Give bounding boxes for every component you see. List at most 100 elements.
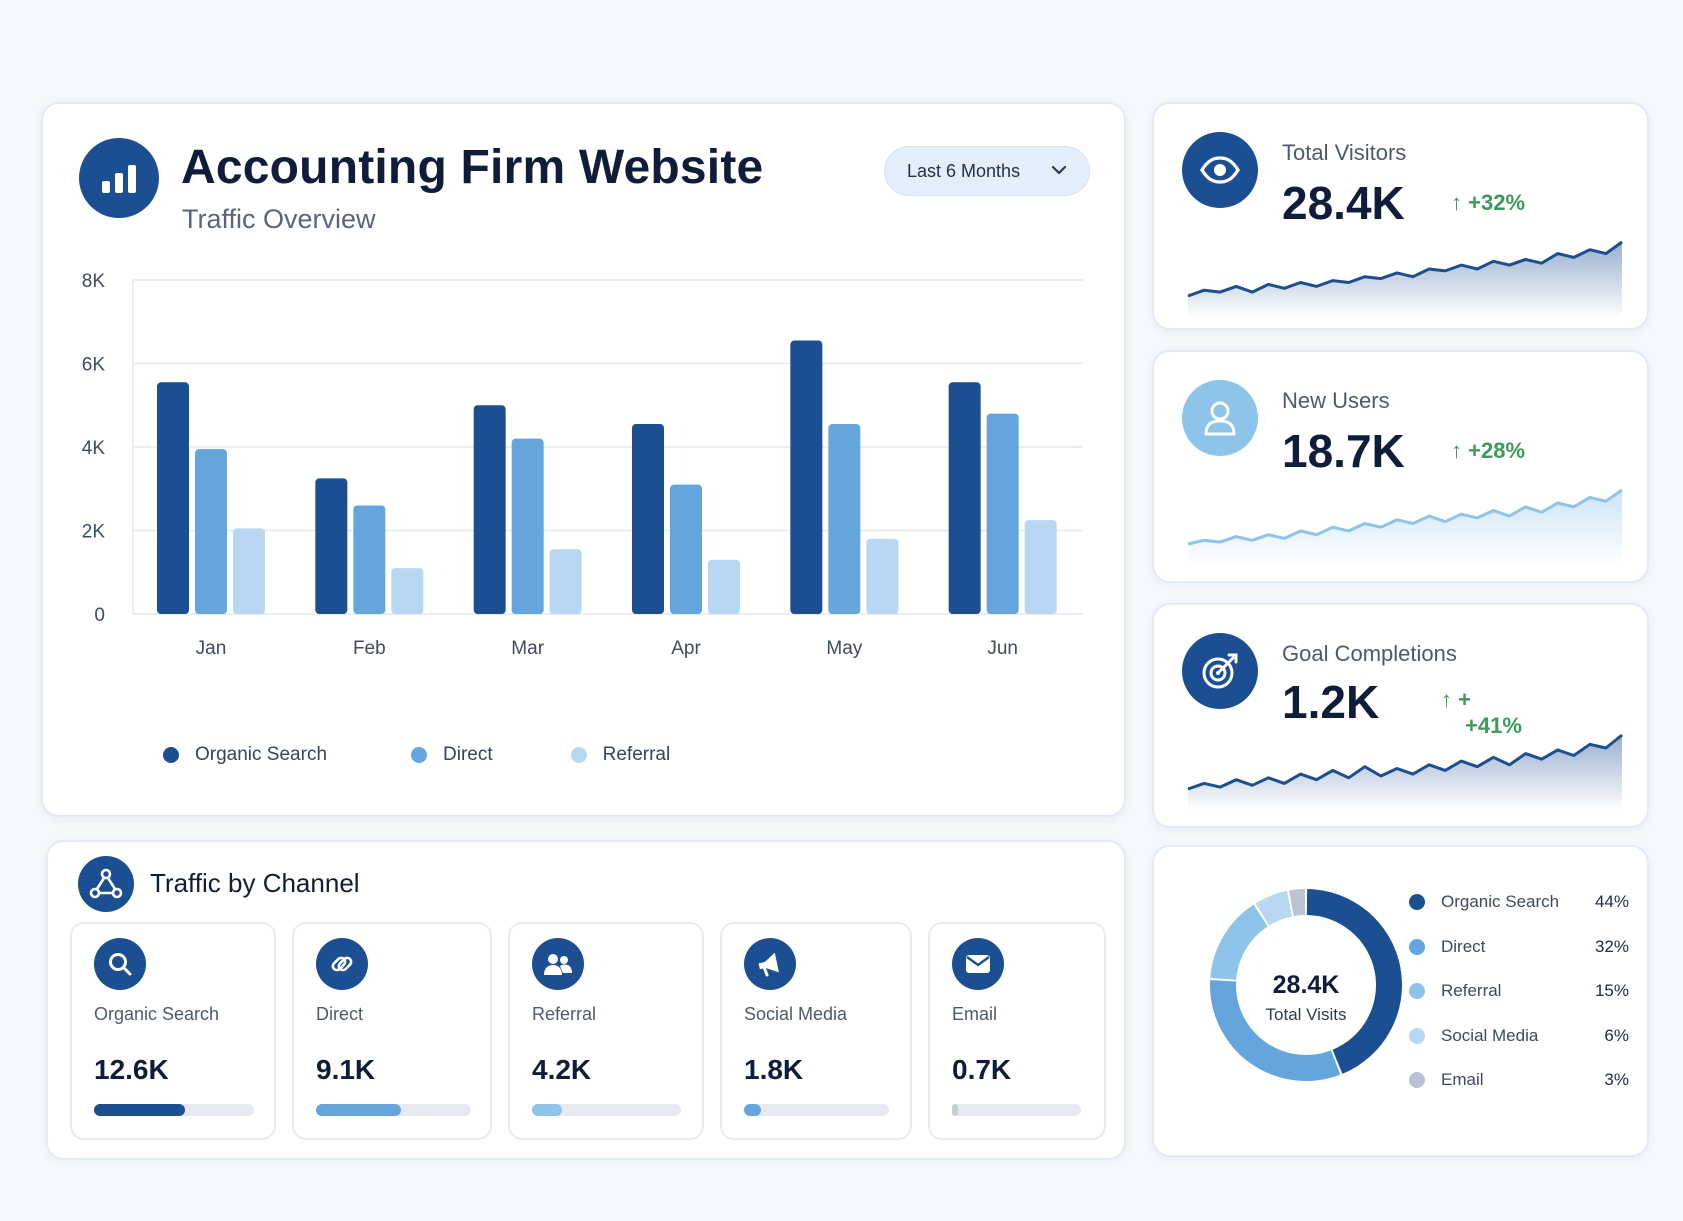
donut-slice-referral (1210, 904, 1268, 980)
bar-organic-search (473, 405, 506, 614)
legend-dot (1409, 894, 1425, 910)
bar-direct (353, 505, 386, 614)
channel-progress-fill (744, 1104, 762, 1116)
legend-dot (1409, 983, 1425, 999)
donut-legend-percent: 3% (1604, 1070, 1629, 1089)
new-users-sparkline (1187, 488, 1623, 566)
people-icon (532, 938, 584, 990)
channel-value: 4.2K (532, 1054, 592, 1085)
arrow-up-icon: ↑ (1441, 687, 1452, 712)
page-title: Accounting Firm Website (181, 141, 764, 194)
y-tick-label: 4K (82, 438, 106, 459)
channel-value: 1.8K (744, 1054, 804, 1085)
x-tick-label: Jun (987, 638, 1018, 659)
stat-value: 28.4K (1282, 177, 1405, 229)
traffic-bar-chart: 0 2K 4K 6K 8K Jan Feb Mar Apr May Jun (82, 271, 1083, 659)
bar-organic-search (157, 382, 189, 614)
bar-organic-search (790, 340, 823, 614)
channel-value: 12.6K (94, 1054, 169, 1085)
sparkline-line (1187, 733, 1623, 791)
goal-completions-sparkline (1187, 733, 1623, 811)
period-dropdown-label: Last 6 Months (907, 160, 1021, 181)
channel-progress (952, 1104, 1081, 1116)
legend-dot (1409, 938, 1425, 955)
channel-share-card: 28.4K Total Visits Organic Search 44% Dire… (1152, 845, 1649, 1157)
x-tick-label: May (826, 638, 862, 659)
network-icon (78, 856, 134, 912)
donut-legend-percent: 6% (1604, 1025, 1629, 1045)
mail-icon (952, 938, 1004, 990)
page-subtitle: Traffic Overview (182, 204, 376, 234)
sparkline-area (1188, 490, 1622, 566)
bar-organic-search (315, 478, 348, 614)
bar-referral (708, 559, 740, 614)
legend-label: Organic Search (195, 744, 328, 765)
donut-legend-label: Email (1441, 1070, 1484, 1089)
sparkline-area (1188, 242, 1622, 318)
traffic-overview-card: Accounting Firm Website Traffic Overview… (41, 102, 1126, 817)
donut-legend-item: Social Media 6% (1409, 1024, 1629, 1048)
legend-dot (411, 747, 428, 763)
donut-legend-label: Organic Search (1441, 892, 1560, 911)
y-tick-label: 0 (94, 605, 105, 626)
chevron-down-icon (1051, 165, 1067, 175)
legend-item-direct: Direct (411, 744, 493, 766)
target-icon (1182, 633, 1258, 709)
donut-legend-item: Direct 32% (1409, 935, 1629, 959)
channel-name: Email (952, 1004, 998, 1024)
donut-legend-item: Email 3% (1409, 1068, 1629, 1092)
donut-legend-item: Referral 15% (1409, 979, 1629, 1003)
bar-organic-search (632, 424, 664, 614)
channel-progress (94, 1104, 254, 1116)
link-icon (316, 938, 368, 990)
donut-legend-label: Referral (1441, 981, 1502, 1000)
channel-name: Direct (316, 1004, 364, 1024)
y-tick-label: 8K (82, 271, 106, 292)
search-icon (94, 938, 146, 990)
stat-change-value: +28% (1468, 438, 1526, 463)
bar-referral (549, 549, 582, 614)
arrow-up-icon: ↑ (1451, 190, 1462, 215)
channel-tile-direct[interactable]: Direct 9.1K (292, 922, 492, 1140)
megaphone-icon (744, 938, 796, 990)
channel-progress-fill (532, 1104, 562, 1116)
legend-label: Direct (443, 744, 493, 765)
donut-legend-percent: 44% (1594, 892, 1629, 911)
arrow-up-icon: ↑ (1451, 438, 1462, 463)
channel-tile-email[interactable]: Email 0.7K (928, 922, 1106, 1140)
donut-slice-social-media (1255, 890, 1293, 926)
bar-direct (195, 449, 227, 614)
period-dropdown[interactable]: Last 6 Months (884, 146, 1090, 196)
channel-progress (532, 1104, 681, 1116)
traffic-by-channel-card: Traffic by Channel Organic Search 12.6K … (46, 840, 1126, 1160)
goal-completions-card: Goal Completions 1.2K ↑ + +41% (1152, 603, 1649, 828)
sparkline-line (1187, 240, 1623, 298)
legend-dot (163, 747, 179, 763)
bar-chart-icon (79, 138, 159, 218)
channel-progress (744, 1104, 889, 1116)
bar-referral (391, 568, 424, 614)
donut-legend-percent: 15% (1594, 981, 1629, 1000)
donut-center-value: 28.4K (1272, 971, 1340, 999)
x-tick-label: Feb (353, 638, 386, 659)
channel-tile-organic[interactable]: Organic Search 12.6K (70, 922, 276, 1140)
channel-tile-social[interactable]: Social Media 1.8K (720, 922, 912, 1140)
bar-direct (986, 413, 1019, 614)
legend-item-referral: Referral (570, 744, 670, 766)
channel-progress-fill (952, 1104, 959, 1116)
y-tick-label: 2K (82, 522, 106, 543)
donut-legend-label: Social Media (1441, 1025, 1539, 1045)
bar-referral (233, 528, 265, 614)
channel-tile-referral[interactable]: Referral 4.2K (508, 922, 704, 1140)
stat-change-value: +32% (1468, 190, 1526, 215)
channel-section-title: Traffic by Channel (150, 868, 360, 898)
x-tick-label: Jan (196, 638, 227, 659)
donut-legend-item: Organic Search 44% (1409, 890, 1629, 914)
channel-donut-chart (1210, 889, 1402, 1081)
legend-dot (570, 747, 587, 763)
total-visitors-card: Total Visitors 28.4K ↑ +32% (1152, 102, 1649, 330)
channel-progress (316, 1104, 471, 1116)
chart-legend: Organic Search Direct Referral (163, 744, 754, 766)
bar-direct (511, 438, 544, 614)
x-tick-label: Apr (671, 638, 701, 659)
